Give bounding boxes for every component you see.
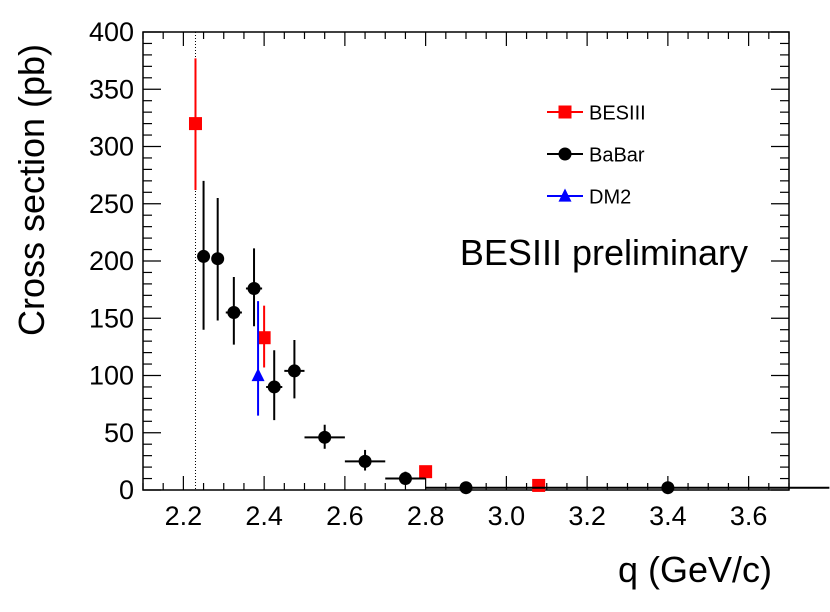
y-tick-label: 300	[89, 132, 134, 162]
y-tick-label: 150	[89, 303, 134, 333]
besiii-point	[188, 58, 202, 191]
legend-item-dm2: DM2	[547, 187, 631, 209]
legend-label: BaBar	[589, 145, 645, 167]
annotation-text: BESIII preliminary	[460, 232, 748, 273]
legend-item-babar: BaBar	[547, 145, 645, 167]
x-tick-label: 3.0	[488, 501, 526, 531]
legend-marker	[558, 105, 572, 119]
x-tick-label: 2.6	[326, 501, 364, 531]
besiii-point	[419, 465, 433, 479]
babar-point	[344, 449, 386, 471]
y-tick-label: 350	[89, 74, 134, 104]
besiii-marker	[532, 478, 546, 492]
y-tick-label: 250	[89, 189, 134, 219]
babar-point	[506, 481, 830, 495]
babar-marker	[227, 306, 241, 320]
y-tick-label: 0	[119, 475, 134, 505]
legend: BESIII BaBar DM2	[547, 103, 646, 209]
babar-point	[197, 180, 211, 330]
x-tick-labels: 2.2 2.4 2.6 2.8 3.0 3.2 3.4 3.6	[165, 501, 768, 531]
data-points	[188, 58, 830, 495]
babar-marker	[267, 380, 281, 394]
babar-point	[425, 481, 507, 495]
legend-marker	[558, 147, 572, 161]
x-tick-label: 3.2	[568, 501, 606, 531]
besiii-marker	[257, 331, 271, 345]
babar-marker	[459, 481, 473, 495]
legend-item-besiii: BESIII	[547, 103, 646, 125]
babar-point	[284, 340, 305, 399]
x-tick-label: 2.8	[407, 501, 445, 531]
legend-marker	[558, 188, 572, 202]
y-tick-label: 100	[89, 361, 134, 391]
babar-marker	[287, 364, 301, 378]
x-tick-label: 2.4	[245, 501, 283, 531]
babar-marker	[211, 252, 225, 266]
x-tick-label: 3.6	[730, 501, 768, 531]
babar-marker	[398, 472, 412, 486]
y-tick-label: 400	[89, 17, 134, 47]
babar-point	[245, 248, 263, 327]
x-tick-label: 3.4	[649, 501, 687, 531]
besiii-marker	[188, 117, 202, 131]
y-tick-label: 50	[104, 418, 134, 448]
babar-point	[211, 198, 225, 321]
babar-marker	[661, 481, 675, 495]
besiii-point	[532, 478, 546, 492]
dm2-point	[251, 301, 265, 416]
axis-ticks	[142, 31, 790, 491]
x-axis-label: q (GeV/c)	[618, 549, 772, 590]
babar-point	[304, 424, 345, 449]
babar-marker	[247, 281, 261, 295]
y-tick-labels: 0 50 100 150 200 250 300 350 400	[89, 17, 134, 505]
babar-marker	[197, 249, 211, 263]
besiii-marker	[419, 465, 433, 479]
x-tick-label: 2.2	[165, 501, 203, 531]
babar-point	[385, 471, 426, 486]
legend-label: BESIII	[589, 103, 646, 125]
y-axis-label: Cross section (pb)	[11, 44, 52, 336]
babar-point	[225, 277, 242, 345]
y-tick-label: 200	[89, 246, 134, 276]
babar-marker	[318, 430, 332, 444]
babar-marker	[358, 454, 372, 468]
legend-label: DM2	[589, 187, 631, 209]
dm2-marker	[251, 368, 265, 382]
besiii-point	[257, 305, 271, 368]
babar-point	[266, 350, 283, 421]
